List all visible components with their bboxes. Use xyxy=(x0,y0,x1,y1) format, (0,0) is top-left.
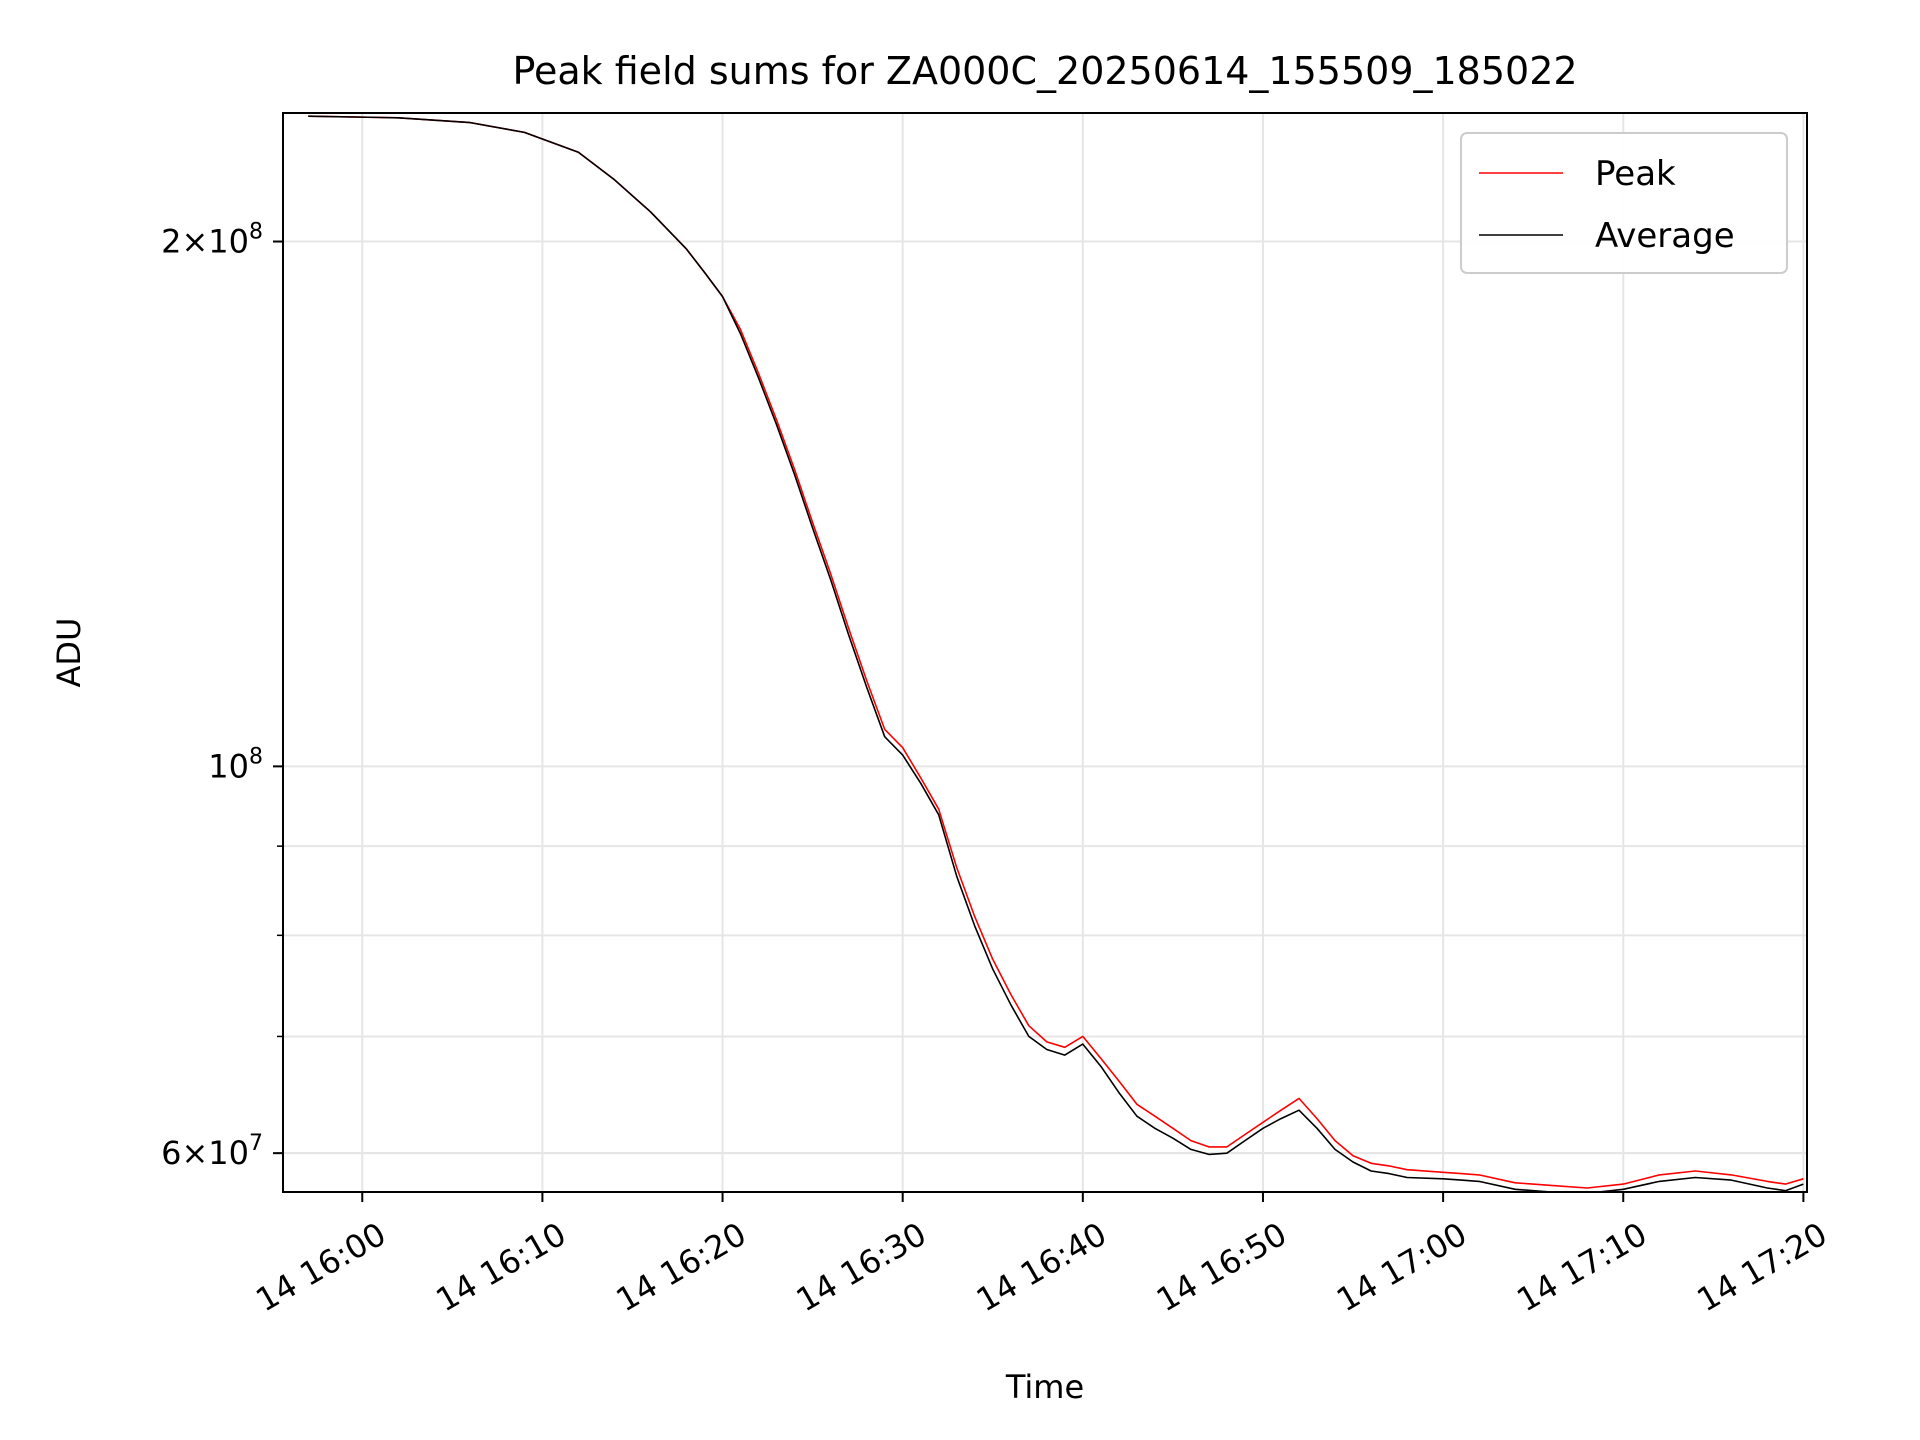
plot-frame xyxy=(282,112,1808,1193)
y-tick-label-exponent: 8 xyxy=(249,744,263,769)
series-line-peak xyxy=(308,115,1804,1189)
legend-label: Peak xyxy=(1595,154,1676,194)
x-axis-label: Time xyxy=(1005,1368,1084,1406)
y-axis-label: ADU xyxy=(50,618,88,688)
legend-box xyxy=(1460,132,1788,274)
y-tick-label-base: 6×10 xyxy=(161,1134,249,1172)
y-tick-label: 2×108 xyxy=(161,220,263,261)
y-tick-label-base: 10 xyxy=(208,747,249,785)
legend-label: Average xyxy=(1595,216,1735,256)
y-tick-label: 108 xyxy=(208,744,263,785)
y-tick-label: 6×107 xyxy=(161,1131,263,1172)
chart-title: Peak field sums for ZA000C_20250614_1555… xyxy=(512,49,1577,93)
grid xyxy=(283,113,1807,1192)
y-tick-label-exponent: 7 xyxy=(249,1131,263,1156)
y-tick-label-exponent: 8 xyxy=(249,220,263,245)
series-line-average xyxy=(308,115,1804,1192)
y-tick-label-base: 2×10 xyxy=(161,223,249,261)
legend: Peak Average xyxy=(1460,132,1788,274)
series-layer xyxy=(308,115,1804,1192)
